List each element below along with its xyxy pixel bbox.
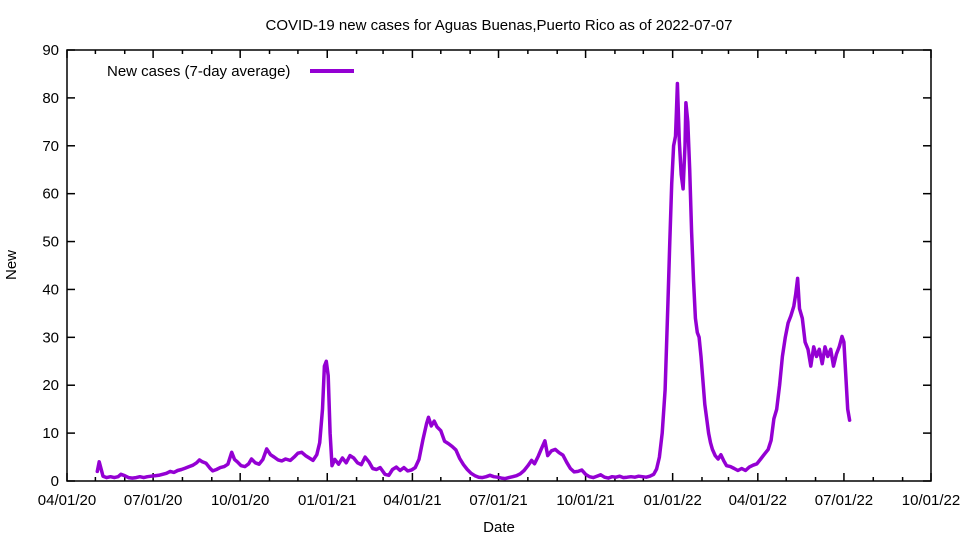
y-tick-label: 70 — [42, 138, 59, 155]
x-tick-label: 04/01/21 — [383, 492, 441, 509]
y-tick-label: 60 — [42, 186, 59, 203]
x-tick-label: 07/01/22 — [815, 492, 873, 509]
y-tick-label: 90 — [42, 42, 59, 59]
y-tick-label: 40 — [42, 281, 59, 298]
y-tick-label: 80 — [42, 90, 59, 107]
y-tick-label: 10 — [42, 425, 59, 442]
y-tick-label: 30 — [42, 329, 59, 346]
legend-series-label: New cases (7-day average) — [107, 63, 290, 80]
y-tick-label: 0 — [51, 473, 59, 490]
x-tick-label: 10/01/21 — [556, 492, 614, 509]
legend: New cases (7-day average) — [107, 63, 354, 80]
chart-title: COVID-19 new cases for Aguas Buenas,Puer… — [266, 17, 733, 34]
x-tick-labels: 04/01/20 07/01/20 10/01/20 01/01/21 04/01/21… — [38, 492, 960, 509]
series-line — [95, 81, 852, 481]
x-tick-label: 10/01/22 — [902, 492, 960, 509]
x-tick-label: 04/01/22 — [729, 492, 787, 509]
plot-area-border — [66, 49, 932, 482]
y-tick-label: 20 — [42, 377, 59, 394]
y-axis-label: New — [3, 250, 20, 280]
y-tick-labels: 0 10 20 30 40 50 60 70 80 90 — [42, 42, 59, 490]
x-tick-label: 10/01/20 — [211, 492, 269, 509]
axis-ticks — [66, 49, 932, 482]
data-series-line — [95, 81, 852, 481]
x-tick-label: 01/01/22 — [643, 492, 701, 509]
x-tick-label: 07/01/20 — [124, 492, 182, 509]
x-tick-label: 01/01/21 — [298, 492, 356, 509]
x-tick-label: 04/01/20 — [38, 492, 96, 509]
x-axis-label: Date — [483, 519, 515, 536]
y-tick-label: 50 — [42, 234, 59, 251]
x-tick-label: 07/01/21 — [469, 492, 527, 509]
